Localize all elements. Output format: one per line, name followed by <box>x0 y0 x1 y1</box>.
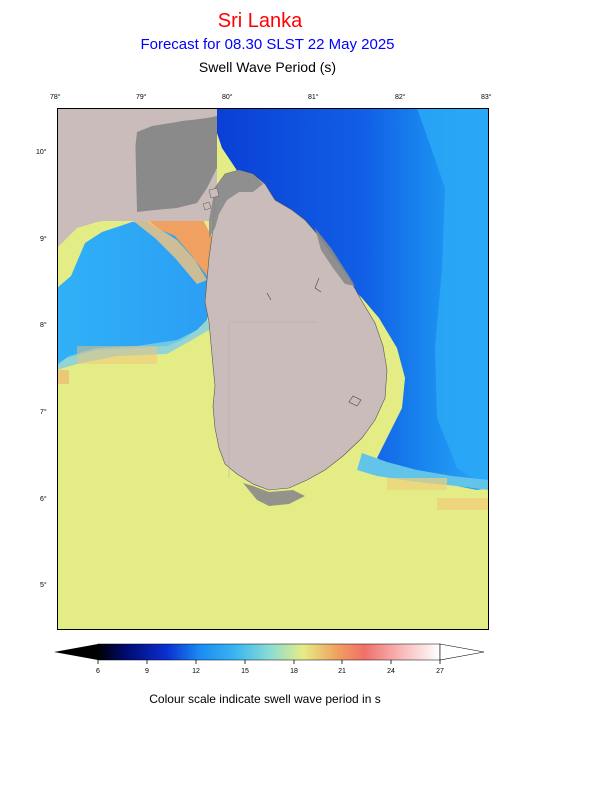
lat-label-8: 8° <box>40 322 47 329</box>
cbar-tick-6: 6 <box>96 668 100 675</box>
lon-label-82: 82° <box>395 94 406 101</box>
swell-period-map <box>57 108 489 630</box>
lon-label-78: 78° <box>50 94 61 101</box>
colorbar-ramp <box>97 643 441 661</box>
map-frame <box>57 108 489 630</box>
lon-label-81: 81° <box>308 94 319 101</box>
sri-lanka-land <box>204 169 388 491</box>
sea-east-transition <box>357 453 489 490</box>
lon-label-79: 79° <box>136 94 147 101</box>
colorbar: 6 9 12 15 18 21 24 27 <box>54 643 485 675</box>
cbar-tick-18: 18 <box>290 668 298 675</box>
sea-east-blue <box>217 108 489 490</box>
cbar-tick-21: 21 <box>338 668 346 675</box>
lon-label-80: 80° <box>222 94 233 101</box>
lat-label-9: 9° <box>40 236 47 243</box>
cbar-tick-9: 9 <box>145 668 149 675</box>
cbar-tick-15: 15 <box>241 668 249 675</box>
parameter-label: Swell Wave Period (s) <box>198 59 337 75</box>
lat-label-7: 7° <box>40 409 47 416</box>
map-title: Sri Lanka <box>217 10 303 32</box>
colorbar-caption: Colour scale indicate swell wave period … <box>149 692 381 706</box>
cbar-tick-27: 27 <box>436 668 444 675</box>
sri-lanka-shade <box>209 170 263 238</box>
colorbar-right-triangle <box>439 643 485 661</box>
colorbar-left-triangle <box>54 644 98 660</box>
sea-orange-patch <box>137 208 217 276</box>
forecast-time: Forecast for 08.30 SLST 22 May 2025 <box>140 36 395 53</box>
lat-label-6: 6° <box>40 496 47 503</box>
cbar-tick-12: 12 <box>192 668 200 675</box>
lon-label-83: 83° <box>481 94 492 101</box>
lat-label-10: 10° <box>36 149 47 156</box>
cbar-tick-24: 24 <box>387 668 395 675</box>
india-coast-shade <box>135 116 217 212</box>
lat-label-5: 5° <box>40 582 47 589</box>
